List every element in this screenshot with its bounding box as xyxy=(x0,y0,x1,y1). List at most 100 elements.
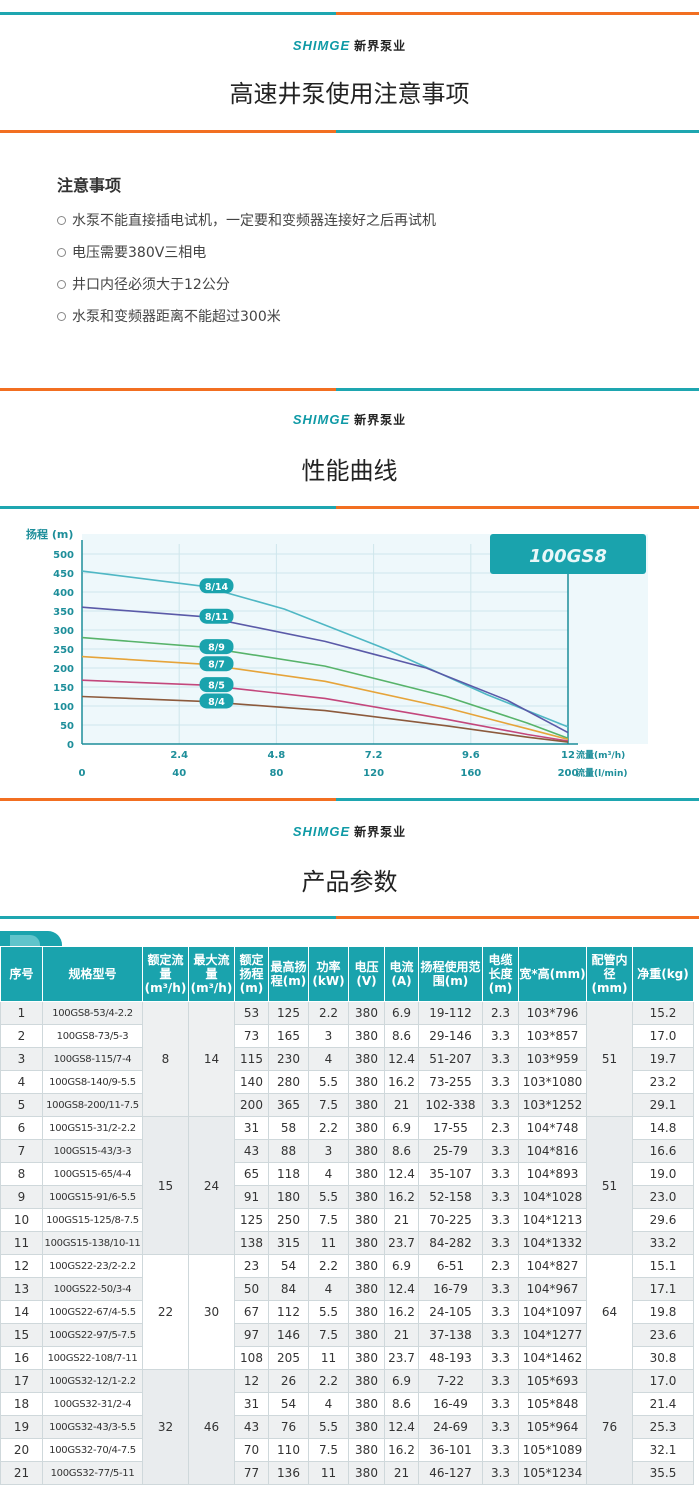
cell-voltage: 380 xyxy=(348,1208,385,1232)
x-tick-label: 9.6 xyxy=(462,750,480,761)
cell-current: 21 xyxy=(384,1093,419,1117)
cell-index: 12 xyxy=(0,1254,43,1278)
cell-power: 4 xyxy=(308,1162,349,1186)
cell-power: 11 xyxy=(308,1461,349,1485)
cell-rated-flow: 22 xyxy=(142,1254,189,1370)
y-tick-label: 350 xyxy=(53,607,74,618)
cell-net-weight: 35.5 xyxy=(632,1461,694,1485)
table-header-cell: 规格型号 xyxy=(42,946,143,1002)
cell-cable-length: 3.3 xyxy=(482,1323,519,1347)
y-axis-label: 扬程 (m) xyxy=(26,527,73,541)
cell-current: 8.6 xyxy=(384,1024,419,1048)
cell-max-head: 315 xyxy=(268,1231,309,1255)
cell-index: 21 xyxy=(0,1461,43,1485)
cell-index: 11 xyxy=(0,1231,43,1255)
cell-max-head: 54 xyxy=(268,1392,309,1416)
cell-net-weight: 23.0 xyxy=(632,1185,694,1209)
cell-pipe-diameter: 51 xyxy=(586,1116,633,1255)
cell-current: 12.4 xyxy=(384,1277,419,1301)
cell-max-head: 76 xyxy=(268,1415,309,1439)
series-label-bg xyxy=(199,656,234,672)
cell-net-weight: 14.8 xyxy=(632,1116,694,1140)
chart-title-box xyxy=(490,534,646,574)
cell-index: 19 xyxy=(0,1415,43,1439)
y-tick-label: 50 xyxy=(60,721,74,732)
cell-net-weight: 23.6 xyxy=(632,1323,694,1347)
y-tick-label: 500 xyxy=(53,550,74,561)
notes-item: 水泵不能直接插电试机，一定要和变频器连接好之后再试机 xyxy=(57,210,436,242)
cell-dimensions: 103*857 xyxy=(518,1024,587,1048)
cell-power: 5.5 xyxy=(308,1415,349,1439)
series-label: 8/4 xyxy=(208,697,225,708)
cell-head-range: 48-193 xyxy=(418,1346,483,1370)
table-header-cell: 额定流量(m³/h) xyxy=(142,946,189,1002)
cell-index: 17 xyxy=(0,1369,43,1393)
cell-model: 100GS8-73/5-3 xyxy=(42,1024,143,1048)
cell-model: 100GS32-77/5-11 xyxy=(42,1461,143,1485)
cell-max-flow: 30 xyxy=(188,1254,235,1370)
chart-title: 100GS8 xyxy=(529,546,607,567)
cell-power: 7.5 xyxy=(308,1208,349,1232)
cell-cable-length: 3.3 xyxy=(482,1231,519,1255)
cell-head-range: 24-105 xyxy=(418,1300,483,1324)
brand-logo: SHIMGE 新界泵业 xyxy=(292,412,407,427)
cell-cable-length: 3.3 xyxy=(482,1024,519,1048)
cell-cable-length: 2.3 xyxy=(482,1116,519,1140)
cell-power: 11 xyxy=(308,1346,349,1370)
cell-voltage: 380 xyxy=(348,1346,385,1370)
cell-max-head: 88 xyxy=(268,1139,309,1163)
brand-logo: SHIMGE 新界泵业 xyxy=(0,37,699,54)
cell-net-weight: 16.6 xyxy=(632,1139,694,1163)
cell-cable-length: 3.3 xyxy=(482,1415,519,1439)
cell-model: 100GS22-50/3-4 xyxy=(42,1277,143,1301)
cell-index: 1 xyxy=(0,1001,43,1025)
cell-pipe-diameter: 64 xyxy=(586,1254,633,1370)
x2-tick-label: 120 xyxy=(363,768,384,779)
cell-index: 16 xyxy=(0,1346,43,1370)
cell-power: 4 xyxy=(308,1047,349,1071)
cell-dimensions: 104*748 xyxy=(518,1116,587,1140)
cell-current: 16.2 xyxy=(384,1438,419,1462)
cell-rated-head: 138 xyxy=(234,1231,269,1255)
cell-model: 100GS8-53/4-2.2 xyxy=(42,1001,143,1025)
cell-voltage: 380 xyxy=(348,1415,385,1439)
bullet-circle-icon xyxy=(57,247,66,257)
cell-voltage: 380 xyxy=(348,1277,385,1301)
x2-tick-label: 80 xyxy=(269,768,283,779)
cell-rated-head: 43 xyxy=(234,1415,269,1439)
x2-tick-label: 160 xyxy=(460,768,481,779)
cell-head-range: 46-127 xyxy=(418,1461,483,1485)
cell-power: 11 xyxy=(308,1231,349,1255)
x-axis-label: 流量(m³/h) xyxy=(576,749,625,761)
cell-head-range: 24-69 xyxy=(418,1415,483,1439)
cell-max-head: 146 xyxy=(268,1323,309,1347)
cell-net-weight: 32.1 xyxy=(632,1438,694,1462)
cell-model: 100GS15-31/2-2.2 xyxy=(42,1116,143,1140)
x-tick-label: 7.2 xyxy=(365,750,383,761)
notes-block: 注意事项 水泵不能直接插电试机，一定要和变频器连接好之后再试机 电压需要380V… xyxy=(57,172,436,338)
series-line-8-9 xyxy=(81,636,569,740)
cell-power: 3 xyxy=(308,1024,349,1048)
series-label-bg xyxy=(199,608,234,624)
cell-power: 2.2 xyxy=(308,1116,349,1140)
cell-dimensions: 105*693 xyxy=(518,1369,587,1393)
cell-max-head: 230 xyxy=(268,1047,309,1071)
cell-net-weight: 23.2 xyxy=(632,1070,694,1094)
cell-head-range: 7-22 xyxy=(418,1369,483,1393)
cell-cable-length: 3.3 xyxy=(482,1392,519,1416)
x2-tick-label: 40 xyxy=(172,768,186,779)
cell-voltage: 380 xyxy=(348,1300,385,1324)
table-header-cell: 最高扬程(m) xyxy=(268,946,309,1002)
table-row: 10 100GS15-125/8-7.5 125 250 7.5 380 21 70-225 3… xyxy=(0,1208,694,1232)
cell-index: 3 xyxy=(0,1047,43,1071)
cell-rated-flow: 32 xyxy=(142,1369,189,1485)
cell-power: 2.2 xyxy=(308,1369,349,1393)
cell-index: 13 xyxy=(0,1277,43,1301)
cell-rated-head: 43 xyxy=(234,1139,269,1163)
table-row: 2 100GS8-73/5-3 73 165 3 380 8.6 29-146 3.3 103*8… xyxy=(0,1024,694,1048)
cell-net-weight: 15.2 xyxy=(632,1001,694,1025)
cell-cable-length: 2.3 xyxy=(482,1001,519,1025)
cell-current: 23.7 xyxy=(384,1231,419,1255)
series-label-bg xyxy=(199,639,234,655)
